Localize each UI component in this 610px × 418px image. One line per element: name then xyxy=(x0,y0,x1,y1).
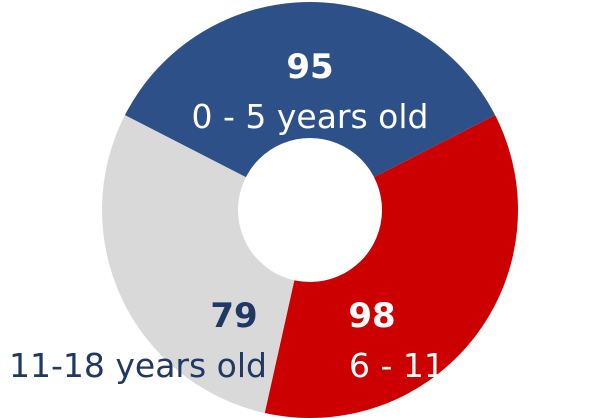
slice-0-5-years xyxy=(124,1,496,211)
labels-group: 95 0 - 5 years old 98 6 - 11 years old 7… xyxy=(9,47,607,385)
value-label-11-18: 79 xyxy=(210,296,257,336)
category-label-6-11: 6 - 11 years old xyxy=(349,346,607,385)
category-label-11-18: 11-18 years old xyxy=(9,346,267,385)
slice-6-11-years xyxy=(264,115,518,418)
value-label-6-11: 98 xyxy=(348,296,395,336)
slices-group xyxy=(101,1,518,418)
donut-hole xyxy=(238,138,382,282)
value-label-0-5: 95 xyxy=(286,47,333,87)
category-label-0-5: 0 - 5 years old xyxy=(192,97,429,136)
